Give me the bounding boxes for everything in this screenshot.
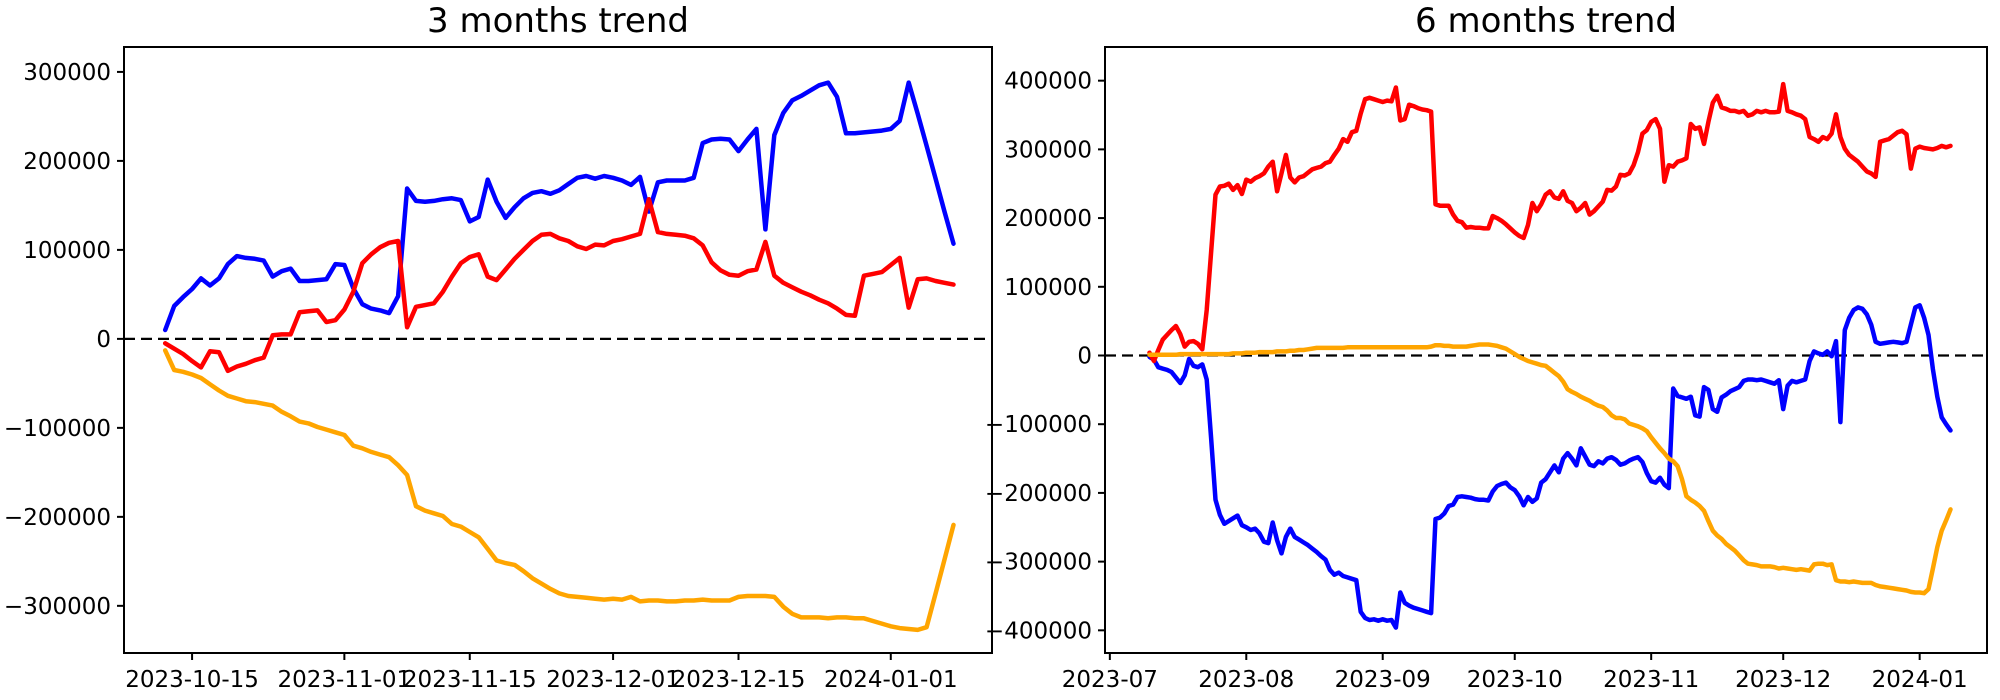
y-tick-label: 300000 [1004,137,1092,163]
y-tick-label: −100000 [985,412,1092,438]
y-tick-label: 200000 [1004,206,1092,232]
x-tick-label: 2023-10 [1467,667,1563,693]
y-tick-label: −200000 [985,481,1092,507]
plot-spines [123,46,993,654]
left-chart-title: 3 months trend [427,1,689,41]
x-tick-label: 2023-11-01 [278,667,412,693]
x-tick-label: 2023-08 [1198,667,1294,693]
y-tick-label: 100000 [1004,275,1092,301]
y-tick-label: −200000 [4,505,111,531]
x-tick-label: 2023-12-01 [546,667,680,693]
x-tick-label: 2024-01 [1872,667,1968,693]
y-tick-label: 200000 [23,149,111,175]
right-chart: 2023-07 2023-08 2023-09 2023-10 2023-11 2023-… [985,46,1988,693]
orange-series-line [1147,342,1953,596]
x-tick-label: 2023-09 [1335,667,1431,693]
x-tick-label: 2023-11 [1603,667,1699,693]
x-tick-label: 2023-11-15 [403,667,537,693]
plot-spines [1104,46,1988,654]
y-tick-label: 400000 [1004,69,1092,95]
x-tick-label: 2024-01-01 [824,667,958,693]
x-tick-label: 2023-12 [1735,667,1831,693]
y-tick-label: −300000 [4,594,111,620]
y-tick-label: −400000 [985,618,1092,644]
red-series-line [162,196,956,374]
y-tick-label: −100000 [4,416,111,442]
blue-series-line [1147,303,1953,630]
red-series-line [1147,81,1953,364]
y-tick-label: 300000 [23,60,111,86]
x-tick-label: 2023-07 [1062,667,1158,693]
x-tick-label: 2023-10-15 [125,667,259,693]
y-tick-label: 0 [96,327,111,353]
y-tick-label: −300000 [985,550,1092,576]
x-tick-label: 2023-12-15 [672,667,806,693]
right-chart-title: 6 months trend [1415,1,1677,41]
orange-series-line [162,348,956,633]
y-tick-label: 0 [1077,343,1092,369]
blue-series-line [162,80,956,333]
y-tick-label: 100000 [23,238,111,264]
